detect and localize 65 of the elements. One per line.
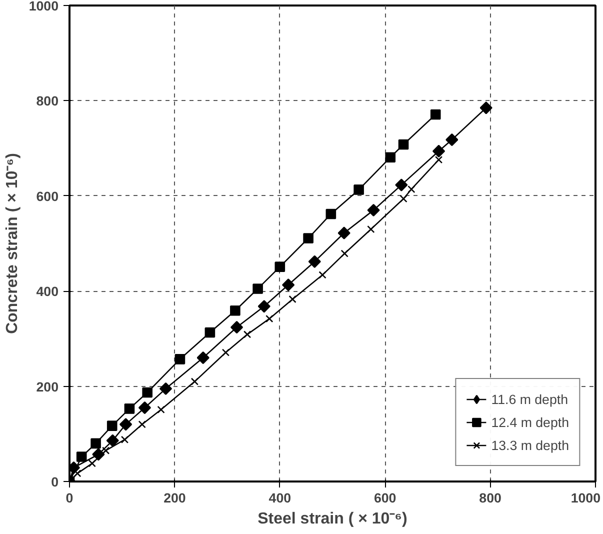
y-tick-label: 800 bbox=[36, 94, 59, 109]
x-axis-title: Steel strain ( × 10⁻⁶) bbox=[258, 510, 408, 528]
point bbox=[354, 184, 364, 195]
point bbox=[222, 348, 230, 356]
y-tick-label: 400 bbox=[36, 284, 59, 300]
point bbox=[90, 438, 101, 449]
point bbox=[204, 327, 216, 338]
y-tick-label: 200 bbox=[36, 379, 59, 394]
x-tick-label: 400 bbox=[268, 490, 292, 506]
point bbox=[88, 460, 96, 468]
point bbox=[252, 284, 263, 294]
x-tick-label: 1000 bbox=[570, 490, 601, 506]
point bbox=[400, 194, 408, 203]
point bbox=[74, 470, 82, 478]
point bbox=[446, 133, 458, 146]
point bbox=[230, 320, 244, 334]
point bbox=[395, 178, 408, 192]
point bbox=[318, 271, 326, 279]
point bbox=[174, 354, 186, 364]
point bbox=[196, 351, 210, 364]
x-tick-label: 600 bbox=[374, 490, 396, 506]
point bbox=[230, 305, 240, 316]
point bbox=[120, 436, 129, 444]
legend-label: 11.6 m depth bbox=[491, 392, 568, 406]
point bbox=[243, 330, 252, 338]
x-tick-label: 200 bbox=[164, 490, 186, 506]
y-axis-title: Concrete strain ( × 10⁻⁶) bbox=[4, 153, 21, 334]
point bbox=[326, 208, 336, 220]
point bbox=[190, 378, 199, 386]
y-tick-label: 0 bbox=[51, 474, 59, 490]
point bbox=[430, 109, 441, 120]
point bbox=[367, 204, 380, 216]
point bbox=[258, 300, 270, 313]
point bbox=[288, 295, 296, 304]
point bbox=[308, 255, 321, 268]
point bbox=[303, 233, 314, 244]
point bbox=[138, 420, 146, 428]
point bbox=[157, 406, 165, 414]
point bbox=[408, 185, 416, 194]
x-tick-label: 0 bbox=[66, 490, 74, 506]
point bbox=[367, 225, 375, 234]
point bbox=[142, 387, 152, 398]
point bbox=[385, 152, 396, 162]
point bbox=[340, 250, 348, 258]
point bbox=[398, 139, 409, 150]
legend-label: 12.4 m depth bbox=[491, 414, 569, 430]
point bbox=[432, 144, 446, 158]
point bbox=[266, 314, 274, 323]
point bbox=[102, 446, 110, 454]
point bbox=[124, 404, 135, 414]
point bbox=[480, 102, 492, 114]
point bbox=[159, 382, 172, 395]
legend-label: 13.3 m depth bbox=[491, 438, 569, 452]
point bbox=[106, 434, 119, 447]
point bbox=[106, 420, 118, 431]
point bbox=[282, 278, 295, 292]
point bbox=[119, 418, 132, 431]
point bbox=[434, 156, 443, 164]
y-tick-label: 600 bbox=[36, 188, 59, 204]
point bbox=[76, 452, 87, 462]
point bbox=[338, 226, 350, 240]
point bbox=[138, 401, 152, 414]
x-tick-label: 800 bbox=[479, 490, 502, 506]
y-tick-label: 1000 bbox=[28, 0, 59, 14]
point bbox=[274, 262, 286, 272]
